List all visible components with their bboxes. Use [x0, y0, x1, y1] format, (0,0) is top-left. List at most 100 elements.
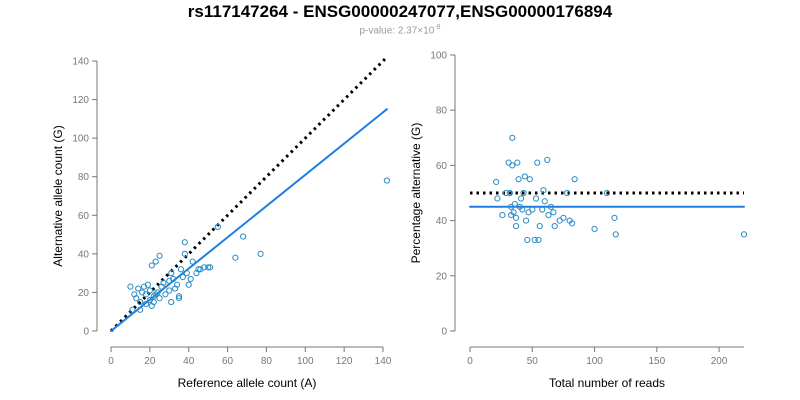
data-point [535, 236, 542, 244]
data-point [569, 220, 576, 227]
allele-count-scatter-plot: 0 20 40 60 80 100 120 140 Reference allele count… [51, 56, 392, 390]
data-point [189, 258, 196, 265]
data-point [603, 189, 611, 197]
chart-title: rs117147264 - ENSG00000247077,ENSG000001… [187, 2, 613, 21]
data-point [179, 273, 186, 281]
y-axis-title: Alternative allele count (G) [51, 125, 65, 266]
data-point [512, 223, 520, 230]
chart-subtitle: p-value: 2.37×10-8 [0, 24, 800, 36]
x-tick-label: 100 [297, 356, 314, 367]
data-point [550, 209, 557, 216]
data-point [154, 289, 161, 296]
regression-line [110, 108, 388, 332]
data-point [512, 214, 520, 221]
data-point [541, 198, 548, 205]
data-point [181, 250, 188, 257]
y-tick-label: 20 [436, 271, 448, 282]
percentage-alternative-scatter-plot: 0 50 100 150 200 Total number of reads 0 20 40 60… [409, 51, 748, 390]
y-tick-label: 100 [430, 51, 447, 62]
y-tick-label: 40 [78, 249, 90, 260]
y-tick-label: 60 [78, 211, 90, 222]
data-point [510, 209, 517, 216]
data-point [152, 258, 159, 265]
y-tick-label: 140 [72, 57, 89, 68]
data-point [591, 225, 598, 232]
data-point [383, 177, 390, 184]
data-point [137, 306, 144, 313]
data-point [499, 211, 506, 219]
x-tick-label: 60 [222, 356, 234, 367]
x-axis-title: Total number of reads [549, 376, 665, 390]
y-tick-label: 40 [436, 216, 448, 227]
data-point [150, 298, 157, 306]
data-point [517, 195, 525, 202]
data-point [506, 189, 513, 197]
data-point [240, 233, 247, 240]
data-point [539, 206, 546, 213]
x-tick-label: 20 [144, 356, 156, 367]
data-point [177, 266, 185, 273]
data-point [160, 279, 167, 286]
data-point [142, 291, 150, 298]
x-axis: 0 50 100 150 200 Total number of reads [467, 346, 744, 390]
data-point [522, 217, 530, 224]
data-point [146, 287, 153, 294]
x-tick-label: 100 [586, 356, 603, 367]
data-point [206, 264, 214, 271]
x-tick-label: 150 [648, 356, 665, 367]
y-tick-label: 80 [78, 172, 90, 183]
data-point [170, 275, 177, 283]
data-point [156, 252, 163, 259]
p-value-exponent: -8 [434, 24, 441, 31]
data-point [515, 176, 522, 183]
data-point [152, 291, 159, 298]
data-point [127, 283, 134, 290]
data-point [175, 295, 183, 302]
y-tick-label: 0 [441, 327, 447, 338]
x-tick-label: 80 [261, 356, 273, 367]
data-point [524, 236, 531, 244]
y-axis: 0 20 40 60 80 100 120 140 Alternative allele cou… [51, 57, 98, 338]
x-axis-title: Reference allele count (A) [178, 376, 317, 390]
data-point [166, 287, 173, 294]
x-tick-label: 50 [527, 356, 539, 367]
x-tick-label: 120 [336, 356, 353, 367]
y-tick-label: 100 [72, 134, 89, 145]
data-point [534, 159, 541, 166]
data-point [185, 281, 192, 288]
data-point [494, 195, 501, 202]
data-point [532, 195, 540, 202]
data-point [144, 281, 152, 288]
data-point [175, 293, 183, 300]
data-point [150, 293, 157, 300]
data-point [545, 211, 552, 219]
data-point [201, 264, 208, 271]
data-point [195, 266, 202, 273]
data-point [162, 291, 169, 298]
x-tick-label: 0 [467, 356, 473, 367]
data-point [509, 134, 516, 141]
data-point [547, 203, 555, 210]
data-point [511, 200, 518, 208]
y-tick-label: 20 [78, 288, 90, 299]
data-point [514, 159, 521, 166]
data-point [509, 162, 516, 169]
data-point [137, 298, 144, 306]
data-point [183, 270, 190, 277]
x-axis: 0 20 40 60 80 100 120 140 Reference allele count… [108, 346, 392, 390]
data-point [503, 189, 510, 197]
data-point [544, 156, 551, 163]
data-point [560, 214, 567, 221]
y-tick-label: 120 [72, 95, 89, 106]
x-tick-label: 140 [375, 356, 392, 367]
data-point [232, 254, 239, 261]
data-point [526, 176, 533, 183]
x-tick-label: 40 [183, 356, 195, 367]
data-point [168, 298, 175, 306]
data-point [540, 187, 547, 194]
data-points [493, 134, 748, 244]
data-point [551, 223, 558, 230]
data-points [127, 177, 390, 313]
data-point [133, 295, 140, 302]
